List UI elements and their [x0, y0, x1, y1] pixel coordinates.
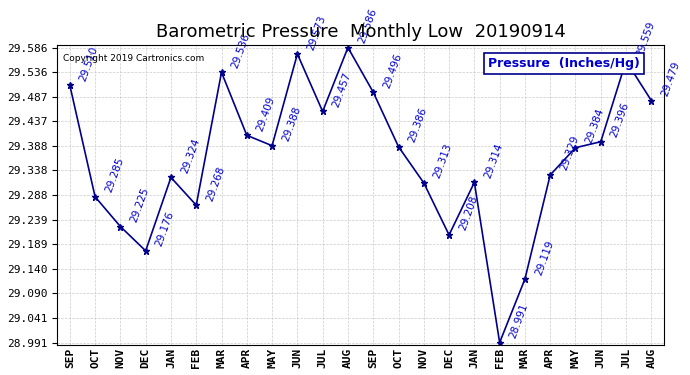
Text: 29.314: 29.314 [483, 142, 504, 180]
Text: 29.384: 29.384 [584, 107, 606, 145]
Text: Copyright 2019 Cartronics.com: Copyright 2019 Cartronics.com [63, 54, 204, 63]
Text: Pressure  (Inches/Hg): Pressure (Inches/Hg) [488, 57, 640, 70]
Text: 29.329: 29.329 [558, 135, 580, 172]
Text: 29.324: 29.324 [179, 137, 201, 175]
Text: 29.479: 29.479 [660, 60, 682, 98]
Text: 29.313: 29.313 [432, 142, 454, 180]
Text: 29.119: 29.119 [533, 238, 555, 276]
Text: 29.208: 29.208 [457, 195, 480, 232]
Text: 29.388: 29.388 [280, 105, 302, 143]
Text: 29.386: 29.386 [407, 106, 428, 144]
Text: 29.586: 29.586 [356, 7, 378, 45]
Title: Barometric Pressure  Monthly Low  20190914: Barometric Pressure Monthly Low 20190914 [156, 23, 566, 41]
Text: 29.496: 29.496 [382, 52, 404, 89]
Text: 29.396: 29.396 [609, 101, 631, 139]
Text: 29.268: 29.268 [204, 165, 226, 202]
Text: 28.991: 28.991 [508, 302, 530, 340]
Text: 29.536: 29.536 [230, 32, 252, 69]
Text: 29.225: 29.225 [129, 186, 150, 224]
Text: 29.457: 29.457 [331, 71, 353, 109]
Text: 29.510: 29.510 [78, 45, 100, 82]
Text: 29.409: 29.409 [255, 95, 277, 132]
Text: 29.176: 29.176 [154, 210, 176, 248]
Text: 29.573: 29.573 [306, 13, 328, 51]
Text: 29.559: 29.559 [634, 20, 656, 58]
Text: 29.285: 29.285 [104, 156, 126, 194]
